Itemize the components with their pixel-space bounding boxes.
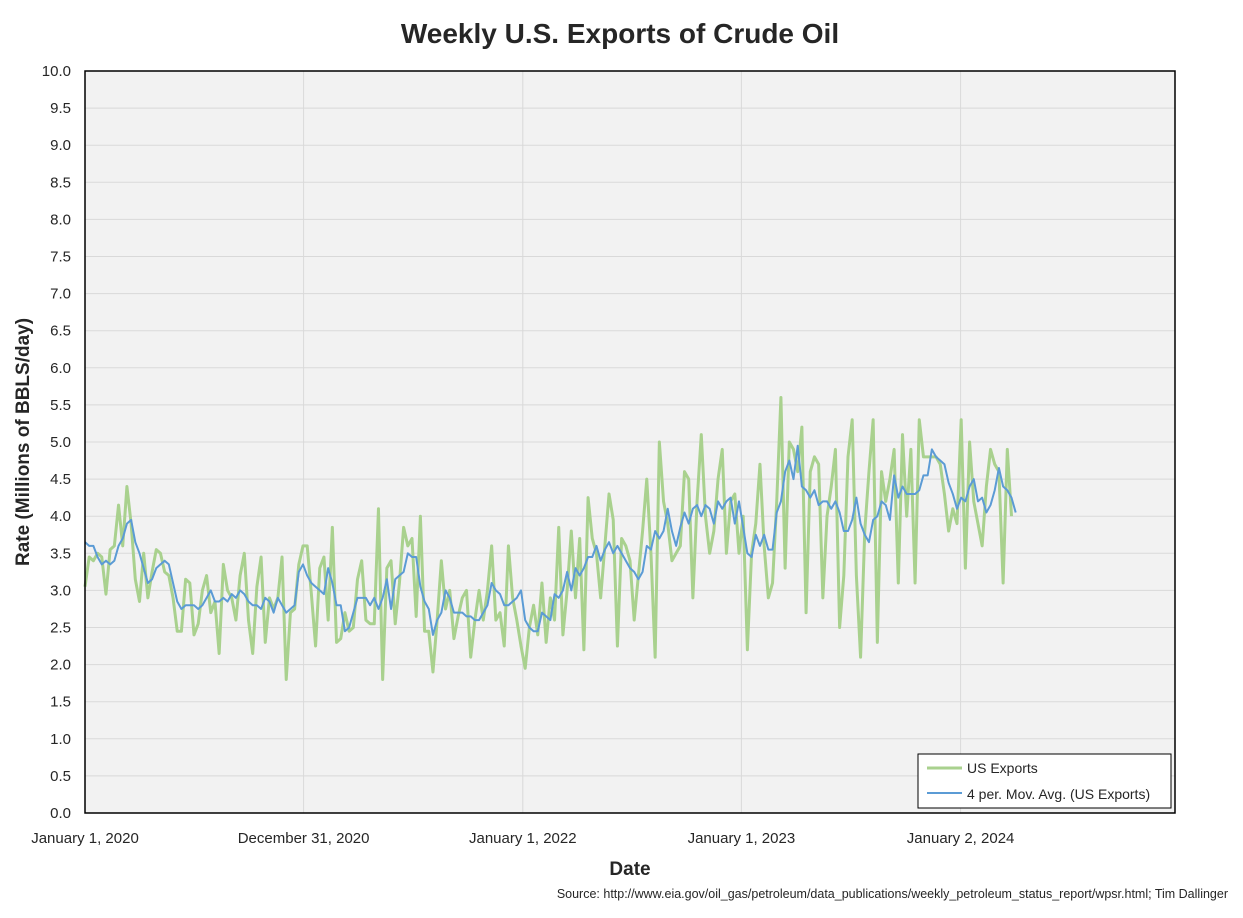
legend: US Exports 4 per. Mov. Avg. (US Exports) <box>917 753 1172 809</box>
gridlines <box>85 107 1175 777</box>
x-axis-ticks: January 1, 2020 December 31, 2020 January … <box>31 830 1014 847</box>
source-note: Source: http://www.eia.gov/oil_gas/petro… <box>557 887 1228 901</box>
legend-label-moving-avg: 4 per. Mov. Avg. (US Exports) <box>967 786 1150 802</box>
y-tick-label: 8.5 <box>50 174 71 191</box>
chart-title: Weekly U.S. Exports of Crude Oil <box>401 18 839 49</box>
y-tick-label: 4.0 <box>50 508 71 525</box>
series-lines <box>83 395 1017 681</box>
y-tick-label: 2.5 <box>50 620 71 637</box>
y-tick-label: 4.5 <box>50 471 71 488</box>
y-tick-label: 5.5 <box>50 397 71 414</box>
y-tick-label: 7.5 <box>50 249 71 266</box>
legend-label-us-exports: US Exports <box>967 760 1038 776</box>
y-tick-label: 0.5 <box>50 768 71 785</box>
y-tick-label: 9.5 <box>50 100 71 117</box>
y-tick-label: 6.5 <box>50 323 71 340</box>
y-tick-label: 9.0 <box>50 137 71 154</box>
y-tick-label: 5.0 <box>50 434 71 451</box>
x-tick-label: December 31, 2020 <box>238 830 370 847</box>
y-tick-label: 8.0 <box>50 211 71 228</box>
y-tick-label: 7.0 <box>50 286 71 303</box>
series-line-us-exports <box>83 395 1013 681</box>
y-tick-label: 10.0 <box>42 63 71 80</box>
series-line-moving-avg <box>84 444 1017 636</box>
y-axis-title: Rate (Millions of BBLS/day) <box>13 318 34 566</box>
y-tick-label: 0.0 <box>50 805 71 822</box>
y-axis-ticks: 0.0 0.5 1.0 1.5 2.0 2.5 3.0 3.5 4.0 4.5 5.0 5.5 6.0 6… <box>42 63 71 822</box>
y-tick-label: 6.0 <box>50 360 71 377</box>
y-tick-label: 2.0 <box>50 657 71 674</box>
plot-border <box>84 70 1176 814</box>
y-tick-label: 3.5 <box>50 545 71 562</box>
x-tick-label: January 1, 2020 <box>31 830 139 847</box>
y-tick-label: 1.0 <box>50 731 71 748</box>
x-tick-label: January 1, 2022 <box>469 830 577 847</box>
x-axis-title: Date <box>609 859 650 880</box>
legend-box <box>917 753 1172 809</box>
x-tick-label: January 2, 2024 <box>907 830 1015 847</box>
y-tick-label: 1.5 <box>50 694 71 711</box>
y-tick-label: 3.0 <box>50 582 71 599</box>
x-tick-label: January 1, 2023 <box>688 830 796 847</box>
